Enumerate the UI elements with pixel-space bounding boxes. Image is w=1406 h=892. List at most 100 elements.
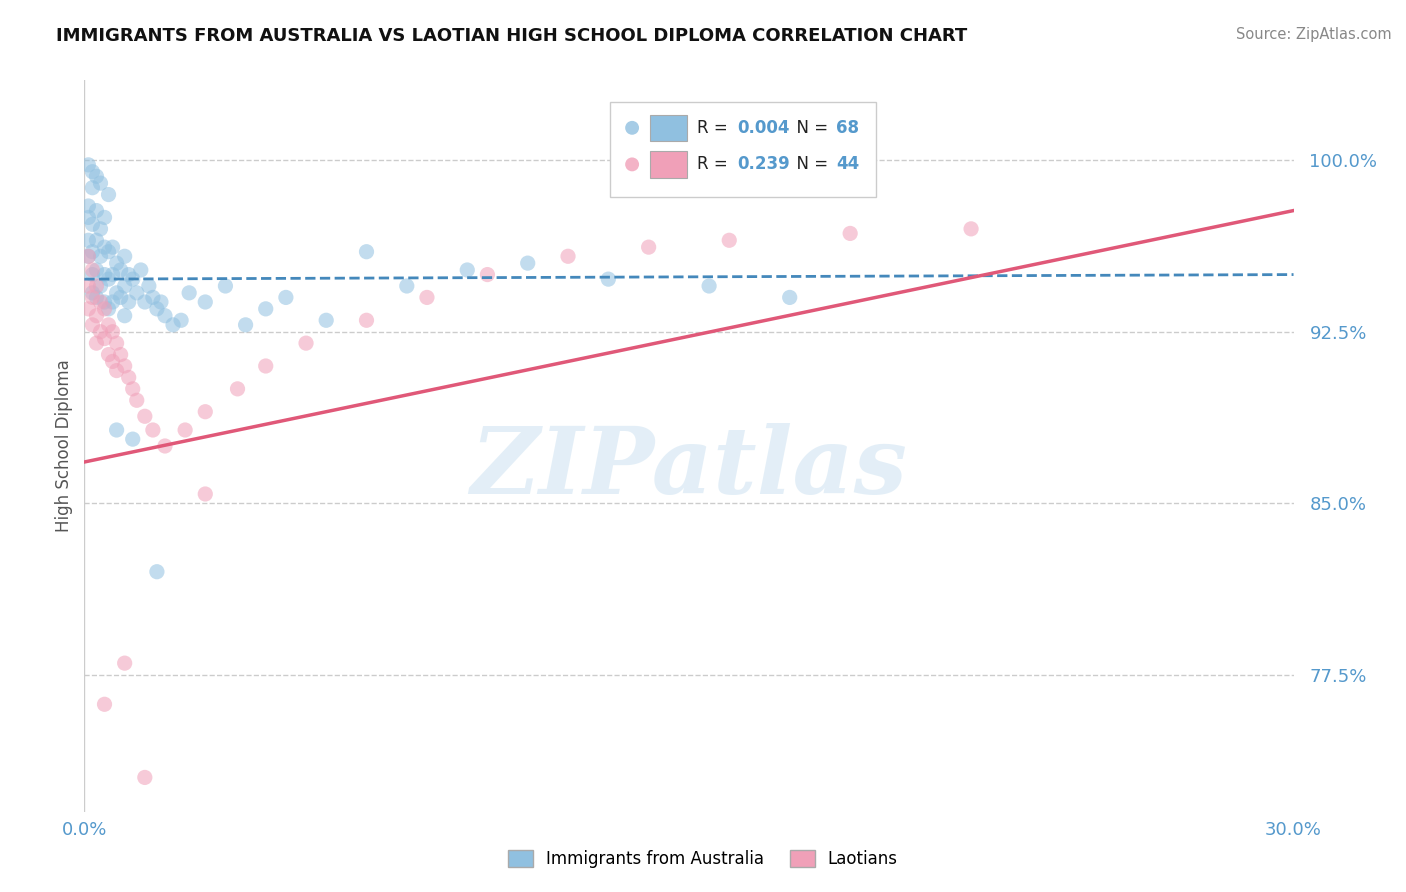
Point (315, 313, 337, 327)
Text: R =: R = (697, 155, 734, 173)
Point (82, 180, 104, 194)
Point (101, 268, 124, 282)
Point (697, 279, 720, 293)
Point (93, 301, 115, 316)
FancyBboxPatch shape (610, 103, 876, 197)
Point (77, 211, 100, 225)
Point (97, 272, 120, 286)
Point (118, 268, 141, 282)
Point (82, 244, 104, 259)
Point (295, 336, 318, 351)
Point (86, 279, 108, 293)
Point (557, 249, 579, 263)
Point (82, 290, 104, 304)
Point (97, 187, 120, 202)
Point (82, 268, 104, 282)
Point (516, 256, 538, 270)
Point (134, 409, 156, 424)
Point (718, 233, 741, 247)
Legend: Immigrants from Australia, Laotians: Immigrants from Australia, Laotians (502, 843, 904, 875)
Point (134, 295, 156, 310)
Point (114, 309, 136, 323)
Point (138, 279, 160, 293)
Point (89, 249, 111, 263)
Point (118, 370, 141, 384)
Point (101, 240, 124, 254)
Point (105, 423, 128, 437)
Point (153, 439, 176, 453)
Point (779, 290, 801, 304)
Point (637, 240, 659, 254)
Text: 44: 44 (837, 155, 859, 173)
Point (194, 405, 217, 419)
Text: ZIPatlas: ZIPatlas (471, 423, 907, 513)
FancyBboxPatch shape (650, 115, 686, 141)
Text: IMMIGRANTS FROM AUSTRALIA VS LAOTIAN HIGH SCHOOL DIPLOMA CORRELATION CHART: IMMIGRANTS FROM AUSTRALIA VS LAOTIAN HIG… (56, 27, 967, 45)
Text: N =: N = (786, 155, 832, 173)
Point (86, 169, 108, 184)
Point (114, 279, 136, 293)
Point (134, 771, 156, 785)
Point (226, 382, 249, 396)
Text: Source: ZipAtlas.com: Source: ZipAtlas.com (1236, 27, 1392, 42)
Point (86, 336, 108, 351)
Point (121, 272, 143, 286)
Point (194, 487, 217, 501)
Point (121, 382, 143, 396)
Point (89, 279, 111, 293)
Point (86, 309, 108, 323)
Text: 68: 68 (837, 119, 859, 136)
Point (89, 295, 111, 310)
Point (97, 301, 120, 316)
Point (86, 263, 108, 277)
Point (82, 285, 104, 300)
Point (125, 285, 148, 300)
Point (416, 290, 439, 304)
Y-axis label: High School Diploma: High School Diploma (55, 359, 73, 533)
Point (105, 336, 128, 351)
Point (86, 203, 108, 218)
Point (101, 354, 124, 368)
Point (356, 313, 378, 327)
Point (105, 256, 128, 270)
Point (235, 318, 257, 332)
Point (77, 158, 100, 172)
Point (86, 233, 108, 247)
Point (395, 279, 418, 293)
Point (77, 249, 100, 263)
Point (114, 656, 136, 670)
Point (194, 295, 217, 310)
Point (97, 318, 120, 332)
Point (477, 268, 499, 282)
Point (82, 318, 104, 332)
Point (110, 290, 132, 304)
Point (146, 565, 169, 579)
Point (77, 249, 100, 263)
Point (149, 295, 172, 310)
Point (179, 285, 201, 300)
Point (598, 272, 620, 286)
Text: R =: R = (697, 119, 734, 136)
Point (121, 432, 143, 446)
Point (142, 290, 165, 304)
Point (142, 423, 165, 437)
Point (274, 290, 297, 304)
Point (82, 164, 104, 178)
Point (93, 698, 115, 712)
Point (125, 393, 148, 408)
Point (93, 268, 115, 282)
Point (82, 217, 104, 231)
Point (101, 295, 124, 310)
Point (839, 227, 862, 241)
Point (146, 301, 169, 316)
Point (174, 423, 197, 437)
Point (110, 263, 132, 277)
Point (356, 244, 378, 259)
Point (77, 233, 100, 247)
Point (153, 309, 176, 323)
Text: 0.239: 0.239 (737, 155, 790, 173)
Point (129, 263, 152, 277)
Point (93, 211, 115, 225)
Point (93, 240, 115, 254)
FancyBboxPatch shape (650, 152, 686, 178)
